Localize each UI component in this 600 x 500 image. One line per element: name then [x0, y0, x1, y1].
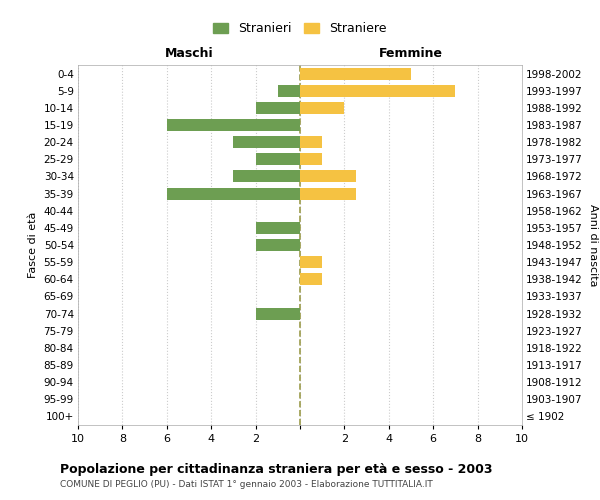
Bar [167, 188, 300, 200]
Y-axis label: Anni di nascita: Anni di nascita [589, 204, 598, 286]
Bar [256, 222, 300, 234]
Bar [256, 102, 300, 114]
Bar [256, 308, 300, 320]
Legend: Stranieri, Straniere: Stranieri, Straniere [208, 18, 392, 40]
Bar [300, 84, 455, 96]
Bar [300, 68, 411, 80]
Bar [233, 170, 300, 182]
Bar [300, 256, 322, 268]
Bar [256, 154, 300, 166]
Bar [256, 239, 300, 251]
Bar [167, 119, 300, 131]
Bar [300, 154, 322, 166]
Y-axis label: Fasce di età: Fasce di età [28, 212, 38, 278]
Text: COMUNE DI PEGLIO (PU) - Dati ISTAT 1° gennaio 2003 - Elaborazione TUTTITALIA.IT: COMUNE DI PEGLIO (PU) - Dati ISTAT 1° ge… [60, 480, 433, 489]
Bar [300, 170, 355, 182]
Bar [300, 102, 344, 114]
Bar [278, 84, 300, 96]
Text: Maschi: Maschi [164, 47, 214, 60]
Text: Popolazione per cittadinanza straniera per età e sesso - 2003: Popolazione per cittadinanza straniera p… [60, 462, 493, 475]
Bar [300, 136, 322, 148]
Bar [300, 274, 322, 285]
Text: Femmine: Femmine [379, 47, 443, 60]
Bar [300, 188, 355, 200]
Bar [233, 136, 300, 148]
